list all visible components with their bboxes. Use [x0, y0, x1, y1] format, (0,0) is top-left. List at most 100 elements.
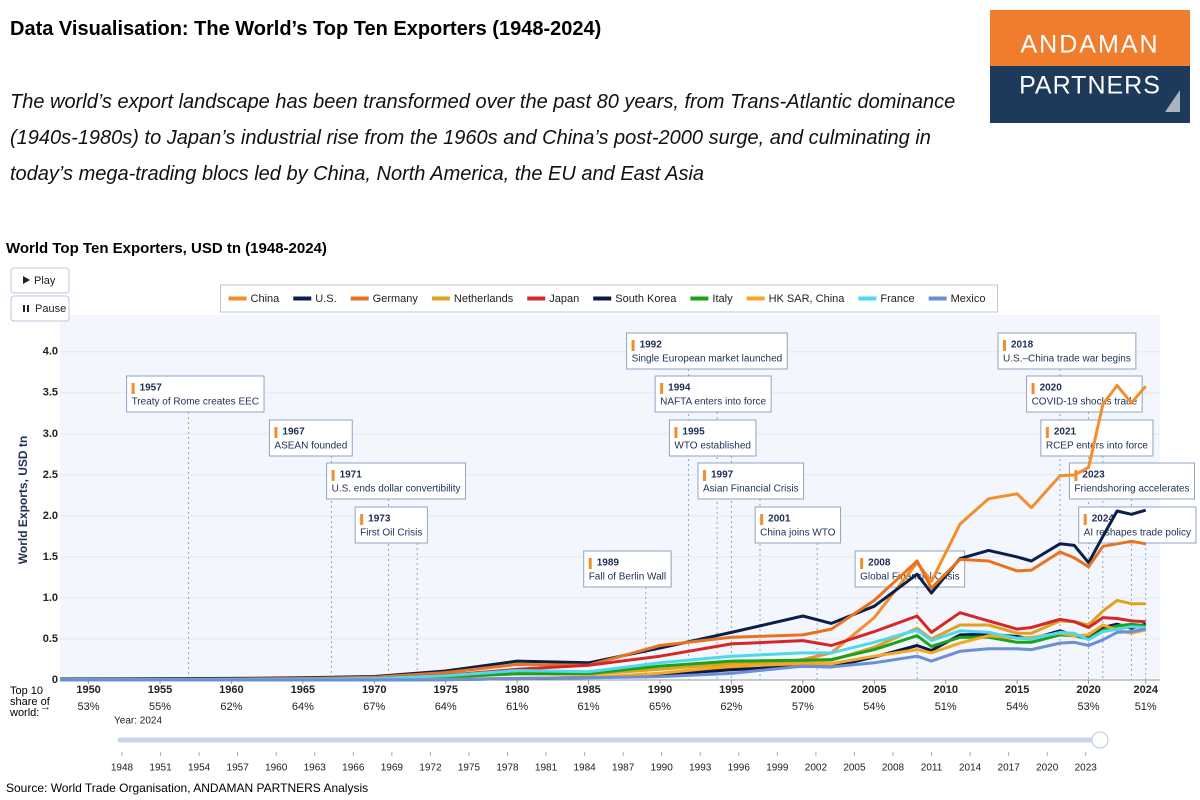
share-label: 54% — [1006, 701, 1028, 713]
annotation-marker — [631, 340, 635, 351]
slider-tick-label: 1957 — [227, 763, 250, 774]
x-tick-label: 1990 — [648, 684, 672, 696]
annotation-box — [326, 462, 467, 500]
legend-label: Italy — [712, 293, 733, 305]
annotation-text: U.S.–China trade war begins — [1003, 354, 1131, 365]
button[interactable] — [10, 267, 70, 294]
y-tick-label: 2.0 — [43, 510, 58, 522]
annotation-marker — [360, 514, 364, 525]
x-tick-label: 1965 — [291, 684, 315, 696]
annotation-year: 2024 — [1092, 514, 1115, 525]
slider-tick-label: 2008 — [882, 763, 905, 774]
annotation-box — [126, 375, 265, 413]
y-tick-label: 3.5 — [43, 387, 58, 399]
slider-tick-label: 2020 — [1036, 763, 1059, 774]
annotation-marker — [760, 514, 764, 525]
annotation-box — [1068, 462, 1195, 500]
source: Source: World Trade Organisation, ANDAMA… — [6, 781, 369, 795]
y-tick-label: 0.5 — [43, 633, 58, 645]
slider-tick-label: 1969 — [381, 763, 404, 774]
share-label: 53% — [78, 701, 100, 713]
annotation-text: China joins WTO — [760, 528, 836, 539]
slider-tick-label: 1978 — [496, 763, 519, 774]
subtitle: The world’s export landscape has been tr… — [10, 91, 956, 185]
annotation-marker — [131, 383, 135, 394]
slider-tick-label: 1963 — [304, 763, 327, 774]
annotation-text: NAFTA enters into force — [660, 397, 766, 408]
legend-label: Germany — [373, 293, 419, 305]
slider-tick-label: 2002 — [805, 763, 828, 774]
logo-bottom — [990, 66, 1190, 123]
pause-icon[interactable] — [23, 305, 25, 312]
annotation-text: RCEP enters into force — [1046, 441, 1149, 452]
annotation-marker — [1083, 514, 1087, 525]
y-tick-label: 0 — [52, 674, 58, 686]
x-tick-label: 2015 — [1005, 684, 1029, 696]
button[interactable] — [10, 295, 70, 322]
annotation-box — [997, 332, 1137, 370]
x-tick-label: 1980 — [505, 684, 529, 696]
share-label: 61% — [506, 701, 528, 713]
share-label: 65% — [649, 701, 671, 713]
annotation-text: COVID-19 shocks trade — [1032, 397, 1138, 408]
annotation-marker — [1031, 383, 1035, 394]
share-label: 62% — [720, 701, 742, 713]
legend-label: South Korea — [615, 293, 677, 305]
button-label[interactable]: Play — [34, 275, 56, 287]
annotation-text: AI reshapes trade policy — [1084, 528, 1191, 539]
annotation-marker — [860, 558, 864, 569]
x-tick-label: 2005 — [862, 684, 886, 696]
annotation-year: 1995 — [682, 427, 705, 438]
legend-label: Mexico — [951, 293, 986, 305]
slider-tick-label: 1987 — [612, 763, 635, 774]
slider-tick-label: 2005 — [843, 763, 866, 774]
y-axis-label: World Exports, USD tn — [16, 436, 30, 564]
share-label: 51% — [1135, 701, 1157, 713]
annotation-box — [697, 462, 805, 500]
pause-icon[interactable] — [27, 305, 29, 312]
x-tick-label: 1970 — [362, 684, 386, 696]
slider-tick-label: 1981 — [535, 763, 558, 774]
annotation-text: Friendshoring accelerates — [1074, 484, 1189, 495]
annotation-year: 1997 — [711, 470, 734, 481]
share-label: 54% — [863, 701, 885, 713]
annotation-text: Asian Financial Crisis — [703, 484, 799, 495]
slider-tick-label: 1960 — [265, 763, 288, 774]
legend-label: U.S. — [315, 293, 336, 305]
title: Data Visualisation: The World’s Top Ten … — [10, 18, 602, 40]
annotation-text: U.S. ends dollar convertibility — [332, 484, 461, 495]
annotation-marker — [274, 427, 278, 438]
logo-mark — [1165, 90, 1180, 112]
slider-knob[interactable] — [1091, 731, 1109, 749]
share-label: 57% — [792, 701, 814, 713]
play-button[interactable]: Play — [10, 267, 70, 294]
annotation-year: 2001 — [768, 514, 791, 525]
share-label: 61% — [578, 701, 600, 713]
slider-tick-label: 1951 — [149, 763, 172, 774]
annotation-year: 1989 — [597, 558, 620, 569]
annotation-year: 2008 — [868, 558, 891, 569]
slider-tick-label: 1999 — [766, 763, 789, 774]
slider-tick-label: 1948 — [111, 763, 134, 774]
annotation-year: 2020 — [1040, 383, 1063, 394]
share-label: 62% — [220, 701, 242, 713]
annotation-text: Global Financial Crisis — [860, 572, 959, 583]
y-tick-label: 4.0 — [43, 346, 58, 358]
annotation-marker — [1045, 427, 1049, 438]
button-label[interactable]: Pause — [35, 303, 66, 315]
annotation-box — [668, 419, 757, 457]
annotation-year: 1994 — [668, 383, 691, 394]
legend-label: China — [251, 293, 281, 305]
x-tick-label: 1975 — [433, 684, 457, 696]
slider-tick-label: 1990 — [651, 763, 674, 774]
annotation-year: 1973 — [368, 514, 391, 525]
legend-label: Japan — [549, 293, 579, 305]
slider-tick-label: 1954 — [188, 763, 211, 774]
share-label: 64% — [292, 701, 314, 713]
play-icon[interactable] — [23, 276, 30, 284]
annotation-year: 1967 — [282, 427, 305, 438]
logo-top — [990, 10, 1190, 66]
pause-button[interactable]: Pause — [10, 295, 70, 322]
